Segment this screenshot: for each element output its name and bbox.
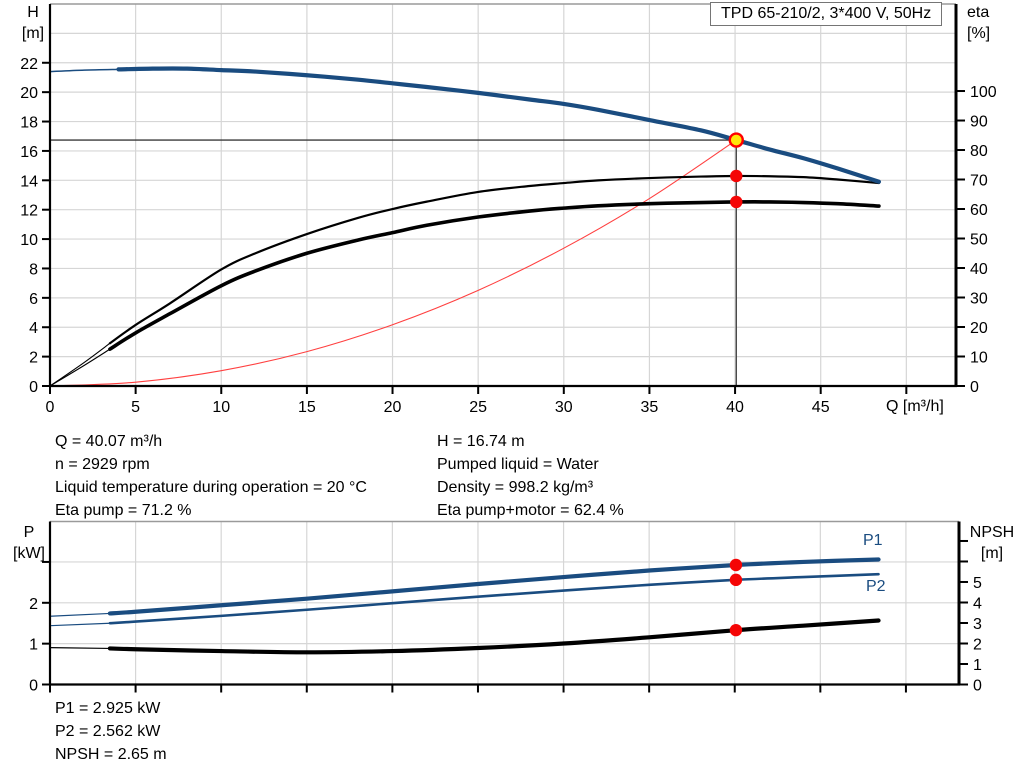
- tick-label: 0: [29, 678, 38, 695]
- tick-label: 0: [970, 379, 979, 396]
- npsh-axis-unit: [m]: [980, 545, 1004, 562]
- tick-label: 8: [29, 261, 38, 278]
- tick-label: 20: [20, 85, 38, 102]
- tick-label: 15: [298, 399, 316, 416]
- pump-model-title: TPD 65-210/2, 3*400 V, 50Hz: [721, 5, 932, 22]
- info-eta-pump-motor: Eta pump+motor = 62.4 %: [437, 502, 624, 519]
- chart-title-box: TPD 65-210/2, 3*400 V, 50Hz: [710, 2, 943, 26]
- tick-label: 12: [20, 203, 38, 220]
- info-density: Density = 998.2 kg/m³: [437, 479, 594, 496]
- info-liquid-temp: Liquid temperature during operation = 20…: [55, 479, 367, 496]
- tick-label: 0: [46, 399, 55, 416]
- tick-label: 2: [29, 596, 38, 613]
- tick-label: 10: [20, 232, 38, 249]
- tick-label: 45: [812, 399, 830, 416]
- tick-label: 0: [29, 379, 38, 396]
- tick-label: 35: [641, 399, 659, 416]
- eta-axis-unit: [%]: [967, 25, 991, 42]
- tick-label: 2: [973, 636, 982, 653]
- tick-label: 30: [970, 291, 988, 308]
- tick-label: 50: [970, 232, 988, 249]
- tick-label: 3: [973, 616, 982, 633]
- eta-pump-point[interactable]: [730, 169, 743, 183]
- tick-label: 40: [726, 399, 744, 416]
- qh-ticks: 0 5 10 15 20 25 30 35 40 45 0 2 4 6 8 10 12 14 16 18 20 22 0 10…: [20, 56, 997, 416]
- p-axis-symbol: P: [23, 524, 35, 541]
- p1-point[interactable]: [729, 558, 743, 572]
- q-axis-title: Q [m³/h]: [886, 398, 944, 415]
- series-npsh: [49, 618, 881, 655]
- power-grid: [50, 521, 959, 685]
- tick-label: 5: [131, 399, 140, 416]
- series-head: [49, 66, 882, 184]
- tick-label: 18: [20, 115, 38, 132]
- tick-label: 60: [970, 202, 988, 219]
- tick-label: 10: [970, 350, 988, 367]
- series-system-curve: [49, 139, 737, 387]
- p-axis-title: P [kW]: [8, 522, 50, 564]
- qh-chart[interactable]: 0 5 10 15 20 25 30 35 40 45 0 2 4 6 8 10 12 14 16 18 20 22 0 10…: [20, 3, 997, 416]
- power-ticks: 0 1 2 0 1 2 3 4 5: [29, 539, 982, 695]
- tick-label: 100: [970, 84, 997, 101]
- info-block-left: Q = 40.07 m³/h n = 2929 rpm Liquid tempe…: [55, 430, 367, 522]
- eta-pump-motor-point[interactable]: [730, 195, 743, 209]
- tick-label: 22: [20, 56, 38, 73]
- tick-label: 40: [970, 261, 988, 278]
- tick-label: 10: [212, 399, 230, 416]
- h-axis-symbol: H: [27, 4, 39, 21]
- p2-point[interactable]: [729, 573, 743, 587]
- info-block-right: H = 16.74 m Pumped liquid = Water Densit…: [437, 430, 624, 522]
- tick-label: 90: [970, 114, 988, 131]
- series-eta-pump: [49, 174, 881, 387]
- p2-series-label: P2: [866, 578, 886, 595]
- tick-label: 70: [970, 173, 988, 190]
- tick-label: 1: [973, 657, 982, 674]
- h-axis-title: H [m]: [18, 2, 48, 44]
- result-p1: P1 = 2.925 kW: [55, 700, 161, 717]
- series-p1: [49, 557, 881, 617]
- info-q: Q = 40.07 m³/h: [55, 433, 163, 450]
- p1-series-label: P1: [863, 532, 883, 549]
- eta-axis-symbol: eta: [967, 4, 990, 21]
- series-p2: [49, 572, 880, 627]
- duty-point[interactable]: [728, 132, 744, 148]
- tick-label: 30: [555, 399, 573, 416]
- info-head: H = 16.74 m: [437, 433, 525, 450]
- qh-grid: [50, 4, 956, 386]
- tick-label: 5: [973, 575, 982, 592]
- results-block: P1 = 2.925 kW P2 = 2.562 kW NPSH = 2.65 …: [55, 697, 167, 766]
- npsh-point[interactable]: [729, 623, 743, 637]
- tick-label: 20: [384, 399, 402, 416]
- result-npsh: NPSH = 2.65 m: [55, 746, 167, 763]
- tick-label: 14: [20, 173, 38, 190]
- h-axis-unit: [m]: [21, 25, 45, 42]
- series-eta-pump-motor: [49, 200, 881, 387]
- npsh-axis-title: NPSH [m]: [966, 522, 1018, 564]
- tick-label: 1: [29, 637, 38, 654]
- tick-label: 0: [973, 678, 982, 695]
- info-pumped-liquid: Pumped liquid = Water: [437, 456, 599, 473]
- tick-label: 6: [29, 291, 38, 308]
- tick-label: 25: [469, 399, 487, 416]
- p-axis-unit: [kW]: [13, 545, 45, 562]
- tick-label: 4: [973, 595, 982, 612]
- power-chart[interactable]: 0 1 2 0 1 2 3 4 5: [29, 520, 982, 695]
- result-p2: P2 = 2.562 kW: [55, 723, 161, 740]
- info-eta-pump: Eta pump = 71.2 %: [55, 502, 192, 519]
- npsh-axis-symbol: NPSH: [969, 524, 1015, 541]
- tick-label: 4: [29, 320, 38, 337]
- info-speed: n = 2929 rpm: [55, 456, 150, 473]
- tick-label: 20: [970, 320, 988, 337]
- tick-label: 16: [20, 144, 38, 161]
- tick-label: 80: [970, 143, 988, 160]
- eta-axis-title: eta [%]: [967, 2, 990, 44]
- tick-label: 2: [29, 350, 38, 367]
